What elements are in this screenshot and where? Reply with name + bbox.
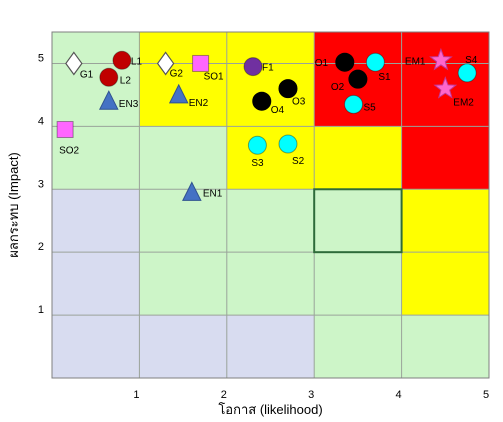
point-label-g1: G1 (80, 69, 94, 80)
point-o2 (348, 69, 368, 89)
point-o1 (335, 52, 355, 72)
zone-cell (226, 126, 315, 190)
plot-frame (51, 31, 490, 379)
point-so1 (192, 54, 210, 72)
y-tick-label: 4 (38, 115, 44, 127)
y-tick-labels: 1 2 3 4 5 (38, 52, 44, 316)
point-en2 (168, 83, 189, 104)
point-en1 (182, 181, 202, 201)
point-label-s4: S4 (465, 55, 478, 66)
zone-cell (139, 252, 227, 316)
point-label-s3: S3 (251, 158, 264, 169)
y-tick-label: 3 (38, 178, 44, 190)
point-label-o3: O3 (292, 97, 306, 108)
point-label-o4: O4 (271, 105, 285, 116)
point-label-em2: EM2 (453, 98, 474, 109)
point-f1 (243, 57, 263, 77)
point-s3 (247, 135, 267, 155)
point-label-en3: EN3 (119, 99, 139, 110)
point-g2 (156, 51, 175, 76)
point-label-l2: L2 (120, 75, 132, 86)
point-g1 (65, 51, 83, 76)
risk-points: G1 L1 L2 EN3 G2 SO1 EN2 SO2 EN1 F1 O3 O4 S3 S2 O1 O2 S1 S… (56, 47, 478, 201)
point-o3 (278, 79, 298, 99)
point-label-so1: SO1 (204, 71, 224, 82)
zone-cell (401, 126, 489, 190)
x-tick-label: 2 (221, 389, 227, 401)
zone-cell (314, 252, 402, 316)
x-tick-label: 4 (396, 389, 402, 401)
x-tick-label: 1 (133, 389, 139, 401)
zone-cell (52, 32, 140, 127)
point-s2 (278, 134, 298, 154)
x-tick-label: 5 (483, 389, 489, 401)
point-s1 (365, 52, 385, 72)
point-em1 (429, 47, 453, 71)
risk-zones (52, 32, 489, 378)
x-axis-label: โอกาส (likelihood) (218, 402, 322, 417)
y-axis-label: ผลกระทบ (Impact) (6, 152, 21, 258)
zone-cell (314, 315, 402, 378)
zone-cell (226, 252, 315, 316)
point-en3 (99, 90, 119, 110)
x-tick-labels: 1 2 3 4 5 (133, 389, 489, 401)
point-label-o2: O2 (331, 82, 345, 93)
point-s4 (457, 63, 477, 83)
zone-cell (139, 32, 227, 127)
zone-cell (226, 315, 315, 378)
zone-cell (226, 32, 315, 127)
point-label-so2: SO2 (59, 146, 79, 157)
zone-cell (401, 189, 489, 253)
zone-cell (139, 126, 227, 190)
zone-cell (52, 315, 140, 378)
point-label-em1: EM1 (405, 56, 426, 67)
point-l2 (99, 67, 119, 87)
x-tick-label: 3 (308, 389, 314, 401)
y-tick-label: 2 (38, 241, 44, 253)
zone-cell (139, 315, 227, 378)
point-l1 (112, 50, 132, 70)
zone-cell (401, 252, 489, 316)
zone-cell (52, 252, 140, 316)
point-em2 (433, 76, 458, 99)
zone-cell (401, 315, 489, 378)
point-label-f1: F1 (262, 63, 274, 74)
y-tick-label: 1 (38, 304, 44, 316)
point-label-s5: S5 (364, 102, 377, 113)
point-o4 (252, 91, 272, 111)
zone-cell (226, 189, 315, 253)
point-label-en1: EN1 (203, 188, 223, 199)
point-label-g2: G2 (170, 68, 184, 79)
zone-cell (314, 189, 402, 253)
point-label-en2: EN2 (189, 98, 209, 109)
zone-cell (314, 126, 402, 190)
point-label-s2: S2 (292, 156, 305, 167)
point-label-s1: S1 (378, 72, 391, 83)
y-tick-label: 5 (38, 52, 44, 64)
zone-cell (52, 189, 140, 253)
point-s5 (344, 94, 364, 114)
point-so2 (56, 121, 74, 139)
highlighted-cell (313, 188, 403, 254)
point-label-o1: O1 (315, 58, 329, 69)
point-label-l1: L1 (131, 56, 143, 67)
